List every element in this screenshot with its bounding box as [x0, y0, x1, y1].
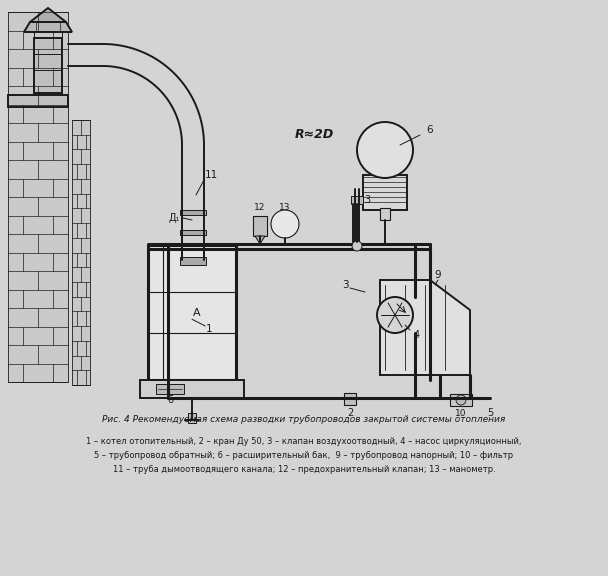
- Text: 5: 5: [487, 408, 493, 418]
- Bar: [8, 12, 68, 382]
- Text: 10: 10: [455, 408, 467, 418]
- Text: 1: 1: [206, 324, 213, 334]
- Circle shape: [357, 122, 413, 178]
- Bar: [344, 393, 356, 405]
- Bar: [363, 175, 407, 210]
- Bar: [8, 95, 68, 107]
- Polygon shape: [24, 22, 72, 32]
- Text: 4: 4: [414, 330, 420, 340]
- Bar: [148, 245, 236, 380]
- Text: 5 – трубопровод обратный; 6 – расширительный бак,  9 – трубопровод напорный; 10 : 5 – трубопровод обратный; 6 – расширител…: [94, 452, 514, 460]
- Polygon shape: [30, 8, 66, 22]
- Circle shape: [377, 297, 413, 333]
- Bar: [188, 413, 196, 423]
- Text: 9: 9: [435, 270, 441, 280]
- Text: 3: 3: [364, 195, 370, 205]
- Bar: [180, 250, 206, 255]
- Bar: [140, 380, 244, 398]
- Bar: [180, 230, 206, 235]
- Polygon shape: [380, 280, 470, 375]
- Polygon shape: [255, 236, 265, 244]
- Text: Д₁: Д₁: [168, 213, 180, 223]
- Bar: [34, 38, 62, 93]
- Text: R≈2D: R≈2D: [295, 128, 334, 142]
- Bar: [180, 210, 206, 215]
- Bar: [72, 120, 90, 385]
- Text: 3: 3: [342, 280, 348, 290]
- Text: А: А: [193, 308, 200, 317]
- Text: 12: 12: [254, 203, 266, 213]
- Bar: [450, 394, 472, 406]
- Bar: [380, 208, 390, 220]
- Text: 11 – труба дымоотводящего канала; 12 – предохранительный клапан; 13 – манометр.: 11 – труба дымоотводящего канала; 12 – п…: [112, 465, 496, 475]
- Bar: [351, 196, 363, 204]
- Circle shape: [352, 241, 362, 251]
- Bar: [156, 384, 184, 394]
- Text: 1 – котел отопительный, 2 – кран Ду 50, 3 – клапан воздухоотводный, 4 – насос ци: 1 – котел отопительный, 2 – кран Ду 50, …: [86, 438, 522, 446]
- Text: 6: 6: [427, 125, 434, 135]
- Text: 13: 13: [279, 203, 291, 213]
- Bar: [253, 216, 267, 236]
- Circle shape: [271, 210, 299, 238]
- Circle shape: [456, 395, 466, 405]
- Text: Рис. 4 Рекомендуемая схема разводки трубопроводов закрытой системы отопления: Рис. 4 Рекомендуемая схема разводки труб…: [102, 415, 506, 425]
- Bar: [180, 257, 206, 265]
- Text: 6: 6: [167, 395, 173, 405]
- Text: 2: 2: [347, 408, 353, 418]
- Text: 11: 11: [205, 170, 218, 180]
